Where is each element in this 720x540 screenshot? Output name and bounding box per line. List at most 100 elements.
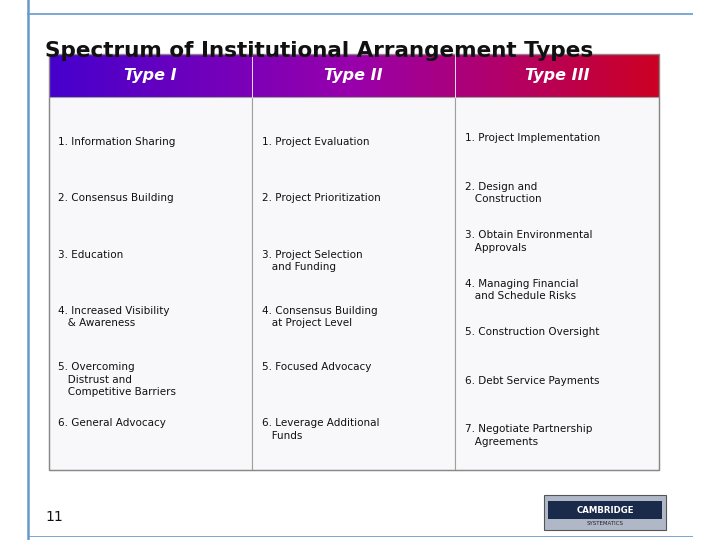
Bar [254,54,257,97]
Bar [472,54,474,97]
Text: 2. Consensus Building: 2. Consensus Building [58,193,174,204]
Bar [392,54,395,97]
Bar [55,54,58,97]
Bar [518,54,521,97]
Bar [531,54,534,97]
Bar [299,54,302,97]
Bar [321,54,324,97]
Bar [73,54,76,97]
Bar [478,54,480,97]
Bar [464,54,467,97]
Bar [234,54,236,97]
Bar [53,54,55,97]
Text: SYSTEMATICS: SYSTEMATICS [587,522,624,526]
Bar [85,54,88,97]
Bar [657,54,660,97]
Bar [594,54,596,97]
Bar [647,54,649,97]
Bar [553,54,556,97]
Bar [362,54,364,97]
Bar [455,54,458,97]
Bar [211,54,214,97]
Bar [523,54,526,97]
Bar [585,54,588,97]
Bar [360,54,362,97]
Bar [307,54,310,97]
Bar [146,54,149,97]
Bar [210,54,212,97]
Bar [252,54,255,97]
Bar [649,54,652,97]
Bar [498,54,501,97]
Bar [48,54,659,470]
Text: Spectrum of Institutional Arrangement Types: Spectrum of Institutional Arrangement Ty… [45,41,593,62]
Bar [297,54,300,97]
Bar [606,54,608,97]
Bar [327,54,330,97]
Bar [154,54,157,97]
Bar [582,54,584,97]
Bar [350,54,352,97]
Bar [653,54,655,97]
Bar [423,54,426,97]
Bar [279,54,281,97]
Bar [451,54,454,97]
Text: 4. Managing Financial
   and Schedule Risks: 4. Managing Financial and Schedule Risks [465,279,579,301]
Bar [551,54,554,97]
Bar [386,54,389,97]
Bar [544,495,666,530]
Bar [408,54,411,97]
Bar [191,54,194,97]
Bar [541,54,544,97]
Bar [632,54,635,97]
Bar [439,54,442,97]
Bar [445,54,448,97]
Bar [372,54,374,97]
Text: 5. Focused Advocacy: 5. Focused Advocacy [261,362,371,372]
Text: 5. Overcoming
   Distrust and
   Competitive Barriers: 5. Overcoming Distrust and Competitive B… [58,362,176,397]
Bar [272,54,275,97]
Bar [148,54,151,97]
Bar [374,54,377,97]
Bar [189,54,192,97]
Bar [294,54,297,97]
Bar [57,54,60,97]
Bar [429,54,432,97]
Bar [496,54,499,97]
Bar [338,54,340,97]
Bar [634,54,637,97]
Bar [348,54,351,97]
Bar [48,97,252,470]
Bar [81,54,84,97]
Bar [351,54,354,97]
Bar [380,54,383,97]
Bar [138,54,141,97]
Bar [173,54,176,97]
Bar [223,54,226,97]
Bar [467,54,470,97]
Bar [482,54,485,97]
Bar [50,54,53,97]
Bar [364,54,366,97]
Bar [494,54,497,97]
Bar [545,54,548,97]
Bar [106,54,108,97]
Bar [492,54,495,97]
Bar [484,54,487,97]
Bar [476,54,479,97]
Bar [311,54,314,97]
Bar [563,54,566,97]
Bar [59,54,61,97]
Bar [433,54,436,97]
Bar [313,54,315,97]
Bar [136,54,139,97]
Bar [490,54,492,97]
Bar [384,54,387,97]
Bar [79,54,82,97]
Bar [114,54,117,97]
Bar [590,54,593,97]
Text: 2. Design and
   Construction: 2. Design and Construction [465,182,541,204]
Bar [575,54,578,97]
Bar [504,54,507,97]
Bar [370,54,373,97]
